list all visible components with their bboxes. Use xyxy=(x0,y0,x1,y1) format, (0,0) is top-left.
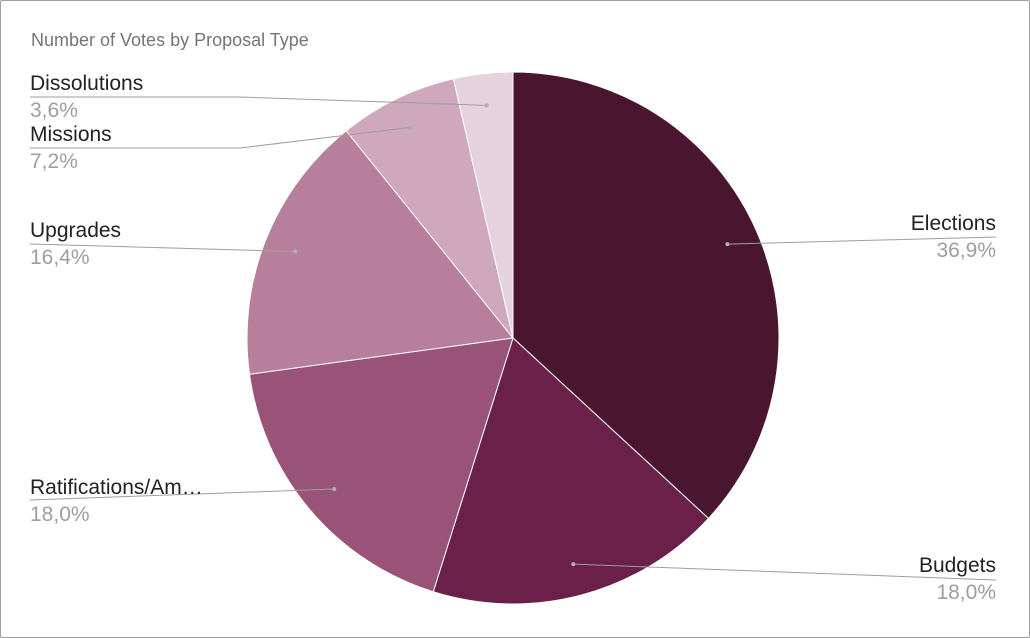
leader-dot-1 xyxy=(571,562,576,567)
leader-dot-4 xyxy=(408,125,413,130)
leader-line-0 xyxy=(727,236,997,245)
slice-percent-0: 36,9% xyxy=(936,239,996,262)
pie-slice-3 xyxy=(246,130,514,375)
leader-line-4 xyxy=(30,126,411,149)
slice-percent-1: 18,0% xyxy=(936,581,996,604)
slice-percent-3: 16,4% xyxy=(30,246,90,269)
slice-percent-2: 18,0% xyxy=(30,503,90,526)
pie-slice-2 xyxy=(248,337,514,593)
pie-slices xyxy=(246,71,780,605)
leader-line-3 xyxy=(29,243,296,253)
slice-label-5: Dissolutions xyxy=(30,72,143,95)
slice-percent-5: 3,6% xyxy=(30,99,78,122)
leader-dot-3 xyxy=(293,249,298,254)
chart-title: Number of Votes by Proposal Type xyxy=(31,30,309,50)
leader-line-2 xyxy=(29,488,335,501)
pie-slice-0 xyxy=(512,71,780,520)
leader-line-5 xyxy=(30,96,487,106)
pie-slice-4 xyxy=(345,78,514,339)
slice-label-2: Ratifications/Am… xyxy=(30,476,203,499)
leader-line-1 xyxy=(573,563,997,581)
slice-label-0: Elections xyxy=(911,212,996,235)
leader-dot-0 xyxy=(725,242,730,247)
pie-labels: Elections 36,9% Budgets 18,0% Ratifications/… xyxy=(29,72,997,604)
leader-dot-5 xyxy=(484,103,489,108)
slice-label-4: Missions xyxy=(30,123,112,146)
pie-slice-5 xyxy=(452,71,514,339)
slice-label-3: Upgrades xyxy=(30,219,121,242)
leader-dot-2 xyxy=(332,487,337,492)
slice-percent-4: 7,2% xyxy=(30,150,78,173)
pie-slice-1 xyxy=(432,337,710,605)
slice-label-1: Budgets xyxy=(919,554,996,577)
